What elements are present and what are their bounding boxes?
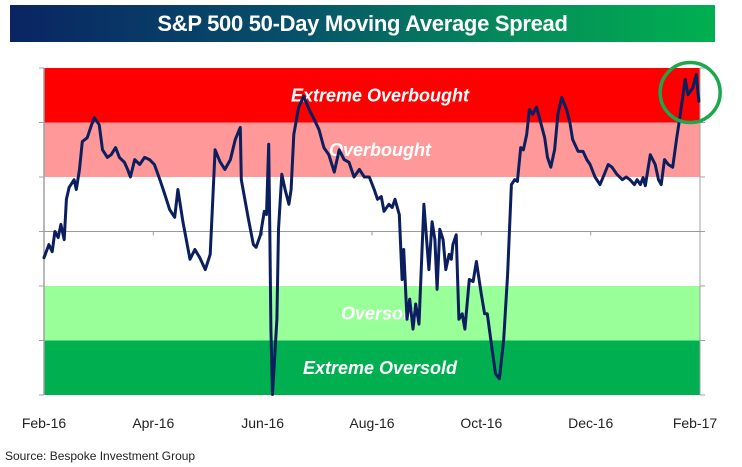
chart-title-bar: S&P 500 50-Day Moving Average Spread: [10, 5, 715, 42]
band-extreme-oversold: [44, 340, 700, 395]
x-tick-label: Oct-16: [460, 415, 502, 431]
x-tick-label: Feb-16: [22, 415, 67, 431]
annotation-layer: [658, 60, 722, 125]
band-extreme-overbought: [44, 68, 700, 123]
chart-title: S&P 500 50-Day Moving Average Spread: [157, 10, 568, 36]
x-tick-label: Jun-16: [241, 415, 284, 431]
band-label: Extreme Oversold: [303, 358, 458, 378]
band-labels-layer: Extreme Overbought Overbought Oversold Extr…: [291, 85, 470, 378]
highlight-circle: [658, 60, 722, 125]
band-label: Oversold: [341, 303, 420, 323]
series-layer: [42, 73, 701, 396]
x-tick-label: Feb-17: [673, 415, 718, 431]
x-axis-ticks: Feb-16 Apr-16 Jun-16 Aug-16 Oct-16 Dec-16 Feb-…: [22, 415, 718, 431]
x-tick-label: Dec-16: [568, 415, 613, 431]
series-line: [42, 73, 701, 396]
x-tick-label: Apr-16: [132, 415, 174, 431]
band-label: Extreme Overbought: [291, 85, 470, 105]
source-note: Source: Bespoke Investment Group: [5, 449, 196, 463]
x-tick-label: Aug-16: [349, 415, 394, 431]
axes-layer: [39, 67, 705, 396]
band-label: Overbought: [329, 140, 432, 160]
band-oversold: [44, 286, 700, 341]
